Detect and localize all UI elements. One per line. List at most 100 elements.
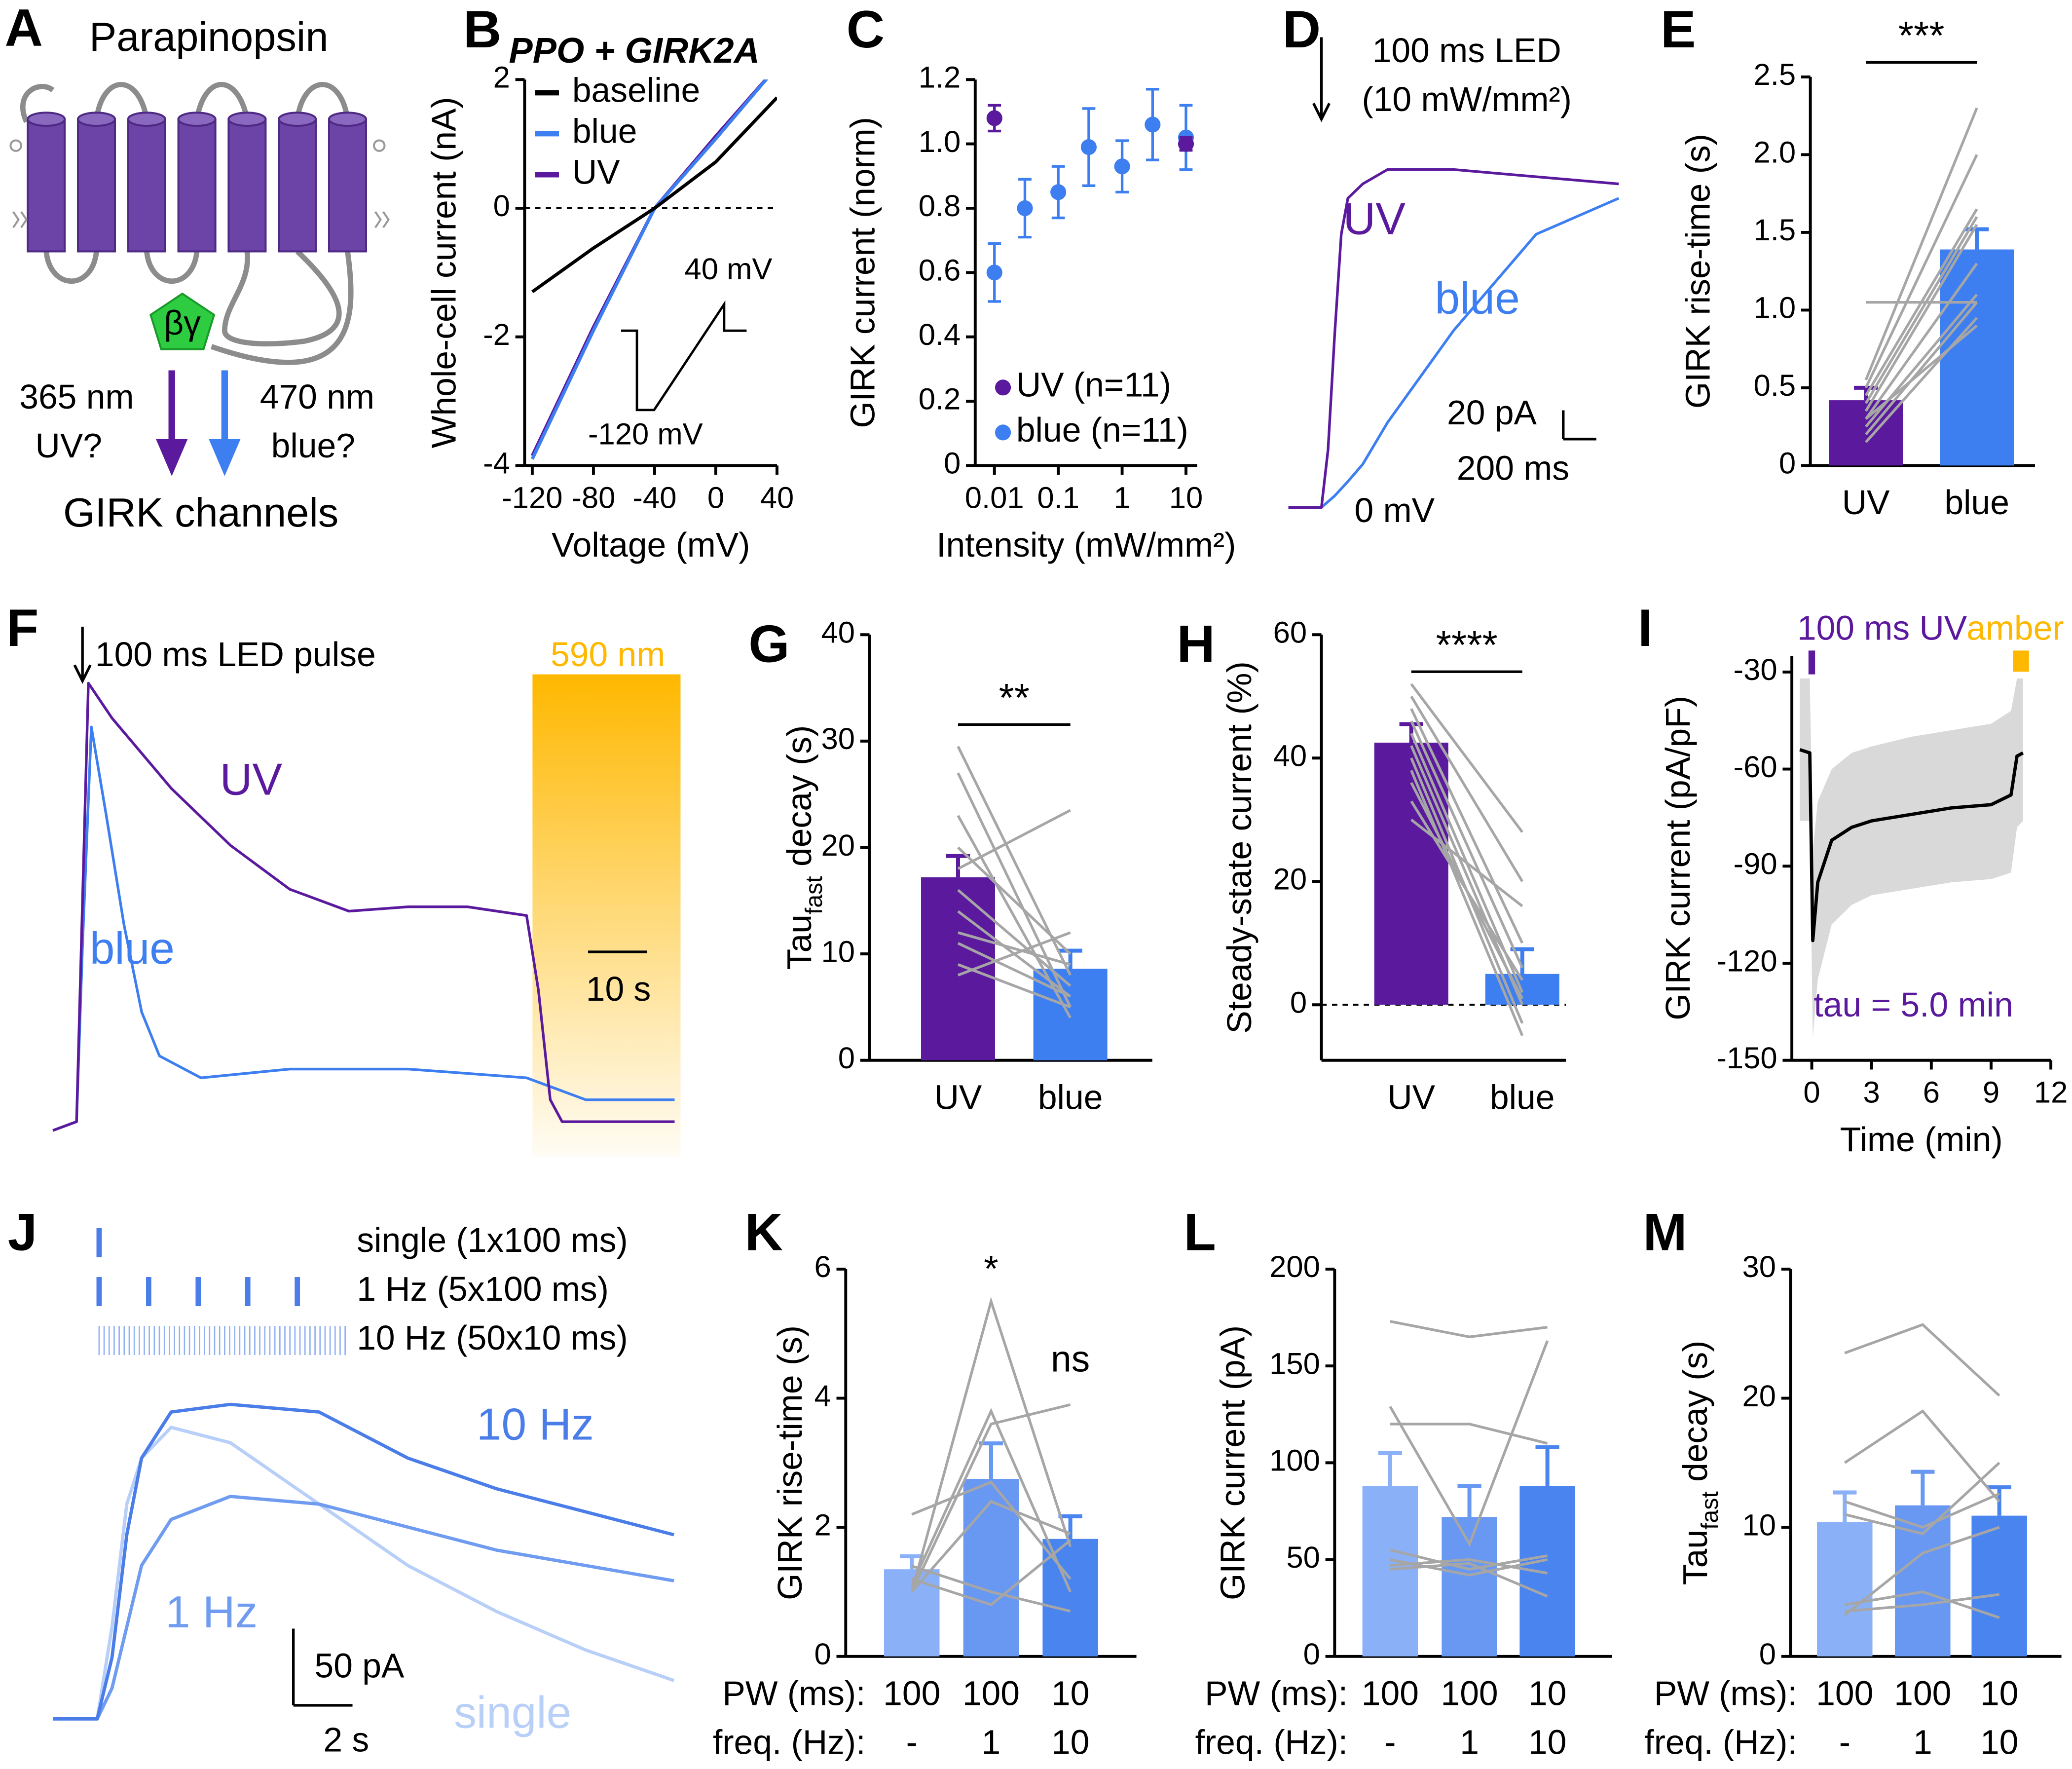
loop <box>94 82 149 120</box>
error-bar <box>1833 1490 1857 1522</box>
point <box>1050 184 1067 200</box>
protocol-label: 1 Hz (5x100 ms) <box>357 1270 609 1308</box>
error-bar <box>1457 1484 1481 1517</box>
series-label: 1 Hz <box>165 1587 258 1637</box>
loops <box>20 82 354 365</box>
series-label: UV <box>1343 194 1406 244</box>
stimulus-arrow <box>73 627 92 684</box>
blue-wavelength: 470 nm <box>260 377 374 416</box>
scalebar-y-label: 50 pA <box>315 1646 405 1685</box>
legend-label: baseline <box>572 71 700 109</box>
stimulus-tick <box>1808 650 1815 675</box>
bar <box>1042 1539 1098 1656</box>
x-tick-label: 12 <box>2034 1076 2068 1110</box>
y-axis-label: Whole-cell current (nA) <box>425 97 463 448</box>
x-tick-label: 100 <box>1441 1674 1498 1713</box>
category-title: freq. (Hz): <box>1644 1723 1797 1762</box>
y-axis-label: GIRK current (pA) <box>1214 1325 1252 1600</box>
helix-top <box>227 112 267 127</box>
paired-line <box>1844 1526 2000 1617</box>
trace <box>53 1495 674 1721</box>
paired-line <box>1410 800 1523 981</box>
y-axis-label-sub: fast <box>801 876 827 914</box>
series-label: blue <box>90 924 175 974</box>
panel-label: K <box>745 1202 783 1261</box>
significance: ns <box>1051 1338 1090 1379</box>
stimulus-label: 100 ms LED <box>1372 31 1561 70</box>
panel-label: C <box>847 0 885 59</box>
y-axis-label-sub: fast <box>1697 1491 1723 1530</box>
y-axis-label: Taufast decay (s) <box>1676 1341 1723 1585</box>
paired-line <box>1865 324 1978 420</box>
x-tick-label: 0 <box>1803 1076 1820 1110</box>
significance: **** <box>1436 623 1498 667</box>
y-axis-label: GIRK current (pA/pF) <box>1659 696 1698 1020</box>
helix <box>227 118 267 253</box>
x-axis-label: Time (min) <box>1840 1120 2003 1159</box>
y-axis-label-text: Whole-cell current (nA) <box>425 97 463 448</box>
paired-line <box>1865 317 1978 443</box>
y-tick-label: 30 <box>821 722 855 756</box>
paired-line <box>1410 695 1524 882</box>
y-tick-label: 20 <box>1742 1379 1776 1413</box>
category-title: freq. (Hz): <box>1195 1723 1348 1762</box>
annotation: -120 mV <box>588 417 703 452</box>
x-tick-label: blue <box>1490 1078 1555 1116</box>
x-tick-label: 0.1 <box>1037 481 1079 515</box>
series-label: 10 Hz <box>477 1399 594 1449</box>
paired-line <box>911 1480 1072 1580</box>
y-tick-label: 0.8 <box>919 189 961 223</box>
y-tick-label: 30 <box>1742 1250 1776 1284</box>
paired-line <box>1410 770 1524 1036</box>
helix-top <box>77 112 116 127</box>
y-axis-label-text: GIRK current (norm) <box>844 117 882 428</box>
y-tick-label: 2.0 <box>1754 136 1796 170</box>
paired-line <box>1390 1562 1548 1598</box>
y-tick-label: 0 <box>1303 1637 1320 1671</box>
protocol-label: single (1x100 ms) <box>357 1221 628 1259</box>
y-axis-label-text: GIRK current (pA) <box>1214 1325 1252 1600</box>
x-tick-label: 100 <box>962 1674 1020 1713</box>
y-tick-label: -90 <box>1734 847 1777 881</box>
y-tick-label: 20 <box>1273 863 1307 897</box>
paired-line <box>911 1565 1071 1613</box>
y-tick-label: 0 <box>838 1041 855 1075</box>
panel-label: M <box>1643 1202 1687 1261</box>
y-tick-label: 0 <box>1759 1637 1776 1671</box>
x-tick-label: blue <box>1944 483 2009 522</box>
x-tick-label: 9 <box>1983 1076 1999 1110</box>
helix <box>278 118 317 253</box>
x-axis-label: Intensity (mW/mm²) <box>936 526 1236 564</box>
helix-top <box>177 112 217 127</box>
blue-arrowhead <box>209 439 241 476</box>
x-tick-label: blue <box>1038 1078 1103 1116</box>
y-tick-label: 40 <box>1273 739 1307 773</box>
x-tick-label: 100 <box>1362 1674 1419 1713</box>
error-bar <box>946 854 970 877</box>
trace <box>1288 168 1619 509</box>
y-axis-label: GIRK rise-time (s) <box>1679 134 1717 409</box>
paired-line <box>1410 683 1523 833</box>
error-bar <box>1058 1514 1082 1539</box>
error-bar <box>1378 1451 1402 1486</box>
error-band <box>1800 678 2023 1038</box>
panel-label: E <box>1661 0 1696 59</box>
trace <box>1799 748 2024 942</box>
stimulus-arrow <box>1312 37 1331 122</box>
x-tick-label: 1 <box>1113 481 1130 515</box>
scalebar-x-label: 2 s <box>323 1720 369 1759</box>
y-tick-label: 200 <box>1269 1250 1320 1284</box>
paired-line <box>1844 1409 2000 1503</box>
panel-label: L <box>1184 1202 1216 1261</box>
legend-swatch <box>995 379 1011 396</box>
paired-line <box>1390 1548 1548 1571</box>
paired-line <box>1844 1590 2000 1619</box>
legend-swatch <box>995 424 1011 441</box>
paired-line <box>1864 216 1978 404</box>
y-tick-label: 150 <box>1269 1347 1320 1381</box>
x-tick-label-2: 1 <box>1913 1723 1932 1762</box>
panel-label: H <box>1177 614 1215 673</box>
helix <box>177 118 217 253</box>
paired-line <box>1390 1423 1548 1445</box>
legend-label: UV (n=11) <box>1016 366 1171 404</box>
